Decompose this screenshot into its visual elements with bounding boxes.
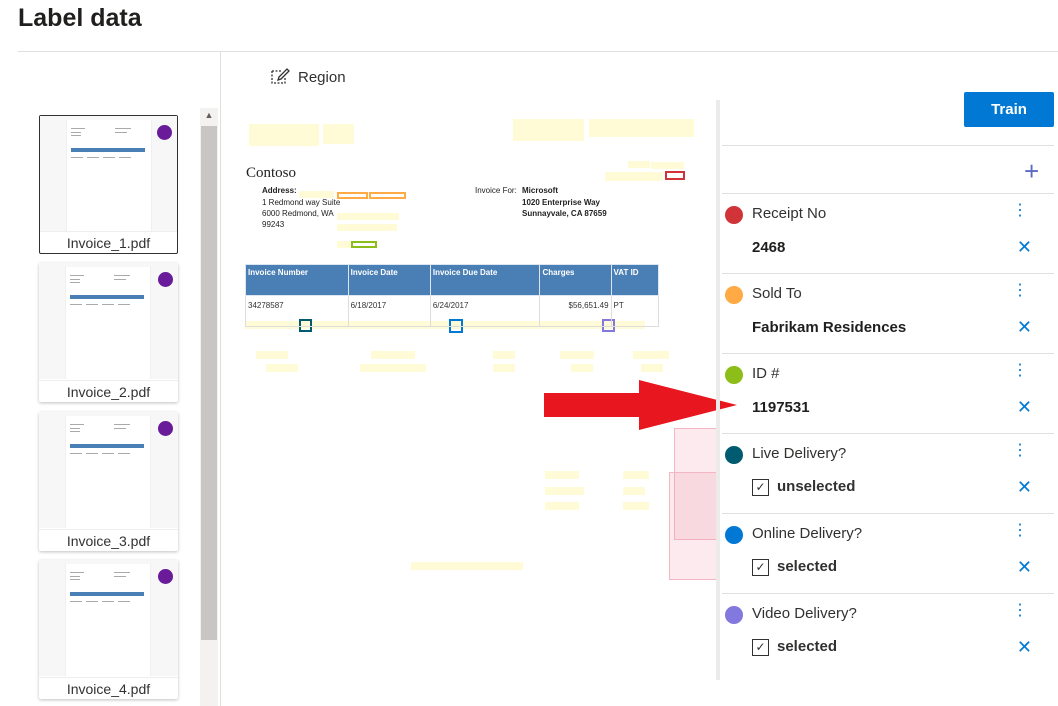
more-options-icon[interactable]: ⋮	[1012, 282, 1028, 299]
invoice-table: Invoice Number Invoice Date Invoice Due Da…	[245, 264, 660, 327]
file-name: Invoice_1.pdf	[40, 231, 177, 253]
table-cell: $56,651.49	[539, 295, 612, 327]
tag-item[interactable]: ID # ⋮ 1197531 ✕	[722, 353, 1058, 433]
region-button[interactable]: Region	[270, 68, 346, 86]
more-options-icon[interactable]: ⋮	[1012, 442, 1028, 459]
doc-address-label: Address:	[262, 186, 297, 195]
file-thumbnail	[65, 564, 151, 676]
tag-color-dot[interactable]	[725, 606, 743, 624]
scrollbar-thumb[interactable]	[201, 126, 217, 640]
panel-splitter[interactable]	[716, 100, 720, 680]
more-options-icon[interactable]: ⋮	[1012, 522, 1028, 539]
file-thumbnail	[65, 267, 151, 379]
doc-invoice-for-line: Sunnayvale, CA 87659	[522, 209, 607, 218]
table-cell: 6/24/2017	[429, 295, 541, 327]
divider	[722, 353, 1054, 354]
divider	[722, 433, 1054, 434]
divider	[722, 193, 1054, 194]
table-header: VAT ID	[610, 264, 660, 296]
tag-name: ID #	[752, 365, 780, 382]
doc-invoice-for-label: Invoice For:	[475, 186, 517, 195]
table-header: Invoice Date	[347, 264, 431, 296]
doc-invoice-for-line: Microsoft	[522, 186, 558, 195]
tag-name: Video Delivery?	[752, 605, 857, 622]
doc-company: Contoso	[246, 165, 297, 181]
doc-invoice-for-line: 1020 Enterprise Way	[522, 198, 600, 207]
tag-name: Live Delivery?	[752, 445, 847, 462]
tag-value: Fabrikam Residences	[752, 319, 907, 336]
divider	[722, 145, 1054, 146]
more-options-icon[interactable]: ⋮	[1012, 202, 1028, 219]
file-status-dot	[158, 569, 173, 584]
clear-value-icon[interactable]: ✕	[1016, 557, 1032, 577]
red-arrow-icon	[544, 380, 737, 430]
checkbox-icon[interactable]: ✓	[752, 559, 769, 576]
tag-item[interactable]: Live Delivery? ⋮ ✓ unselected ✕	[722, 433, 1058, 513]
tag-color-dot[interactable]	[725, 206, 743, 224]
file-status-dot	[157, 125, 172, 140]
clear-value-icon[interactable]: ✕	[1016, 477, 1032, 497]
divider	[722, 593, 1054, 594]
table-cell: 34278587	[245, 295, 349, 327]
region-label: Region	[298, 68, 346, 86]
doc-address-line: 1 Redmond way Suite	[262, 198, 341, 207]
doc-address-line: 6000 Redmond, WA	[262, 209, 334, 218]
region-edit-icon	[271, 68, 290, 84]
doc-address-line: 99243	[262, 220, 285, 229]
tag-name: Sold To	[752, 285, 802, 302]
file-card[interactable]: Invoice_3.pdf	[39, 412, 178, 551]
clear-value-icon[interactable]: ✕	[1016, 637, 1032, 657]
clear-value-icon[interactable]: ✕	[1016, 237, 1032, 257]
table-header: Charges	[539, 264, 612, 296]
table-header: Invoice Due Date	[429, 264, 541, 296]
divider	[220, 52, 221, 706]
table-header: Invoice Number	[245, 264, 349, 296]
tag-value: 2468	[752, 239, 786, 256]
file-card[interactable]: Invoice_2.pdf	[39, 263, 178, 402]
table-cell: 6/18/2017	[347, 295, 431, 327]
tag-color-dot[interactable]	[725, 286, 743, 304]
clear-value-icon[interactable]: ✕	[1016, 317, 1032, 337]
checkbox-icon[interactable]: ✓	[752, 479, 769, 496]
more-options-icon[interactable]: ⋮	[1012, 602, 1028, 619]
add-tag-icon[interactable]: +	[1024, 156, 1040, 186]
file-card[interactable]: Invoice_1.pdf	[39, 115, 178, 254]
train-button[interactable]: Train	[964, 92, 1054, 127]
file-thumbnail	[65, 416, 151, 528]
tag-name: Receipt No	[752, 205, 827, 222]
file-status-dot	[158, 421, 173, 436]
tag-item[interactable]: Online Delivery? ⋮ ✓ selected ✕	[722, 513, 1058, 593]
scroll-up-icon[interactable]: ▲	[204, 110, 214, 120]
tag-color-dot[interactable]	[725, 526, 743, 544]
divider	[722, 513, 1054, 514]
tag-color-dot[interactable]	[725, 366, 743, 384]
divider	[18, 51, 1058, 52]
page-title: Label data	[18, 4, 142, 32]
more-options-icon[interactable]: ⋮	[1012, 362, 1028, 379]
tag-color-dot[interactable]	[725, 446, 743, 464]
tag-item[interactable]: Sold To ⋮ Fabrikam Residences ✕	[722, 273, 1058, 353]
tag-value: 1197531	[752, 399, 810, 416]
file-card[interactable]: Invoice_4.pdf	[39, 560, 178, 699]
tag-value: selected	[777, 558, 838, 575]
checkbox-icon[interactable]: ✓	[752, 639, 769, 656]
file-thumbnail	[66, 120, 152, 232]
tag-item[interactable]: Video Delivery? ⋮ ✓ selected ✕	[722, 593, 1058, 673]
file-name: Invoice_3.pdf	[39, 529, 178, 551]
file-status-dot	[158, 272, 173, 287]
tag-name: Online Delivery?	[752, 525, 863, 542]
tag-item[interactable]: Receipt No ⋮ 2468 ✕	[722, 193, 1058, 273]
clear-value-icon[interactable]: ✕	[1016, 397, 1032, 417]
divider	[722, 273, 1054, 274]
table-cell: PT	[610, 295, 660, 327]
file-name: Invoice_4.pdf	[39, 677, 178, 699]
file-name: Invoice_2.pdf	[39, 380, 178, 402]
tag-value: selected	[777, 638, 838, 655]
tag-value: unselected	[777, 478, 856, 495]
